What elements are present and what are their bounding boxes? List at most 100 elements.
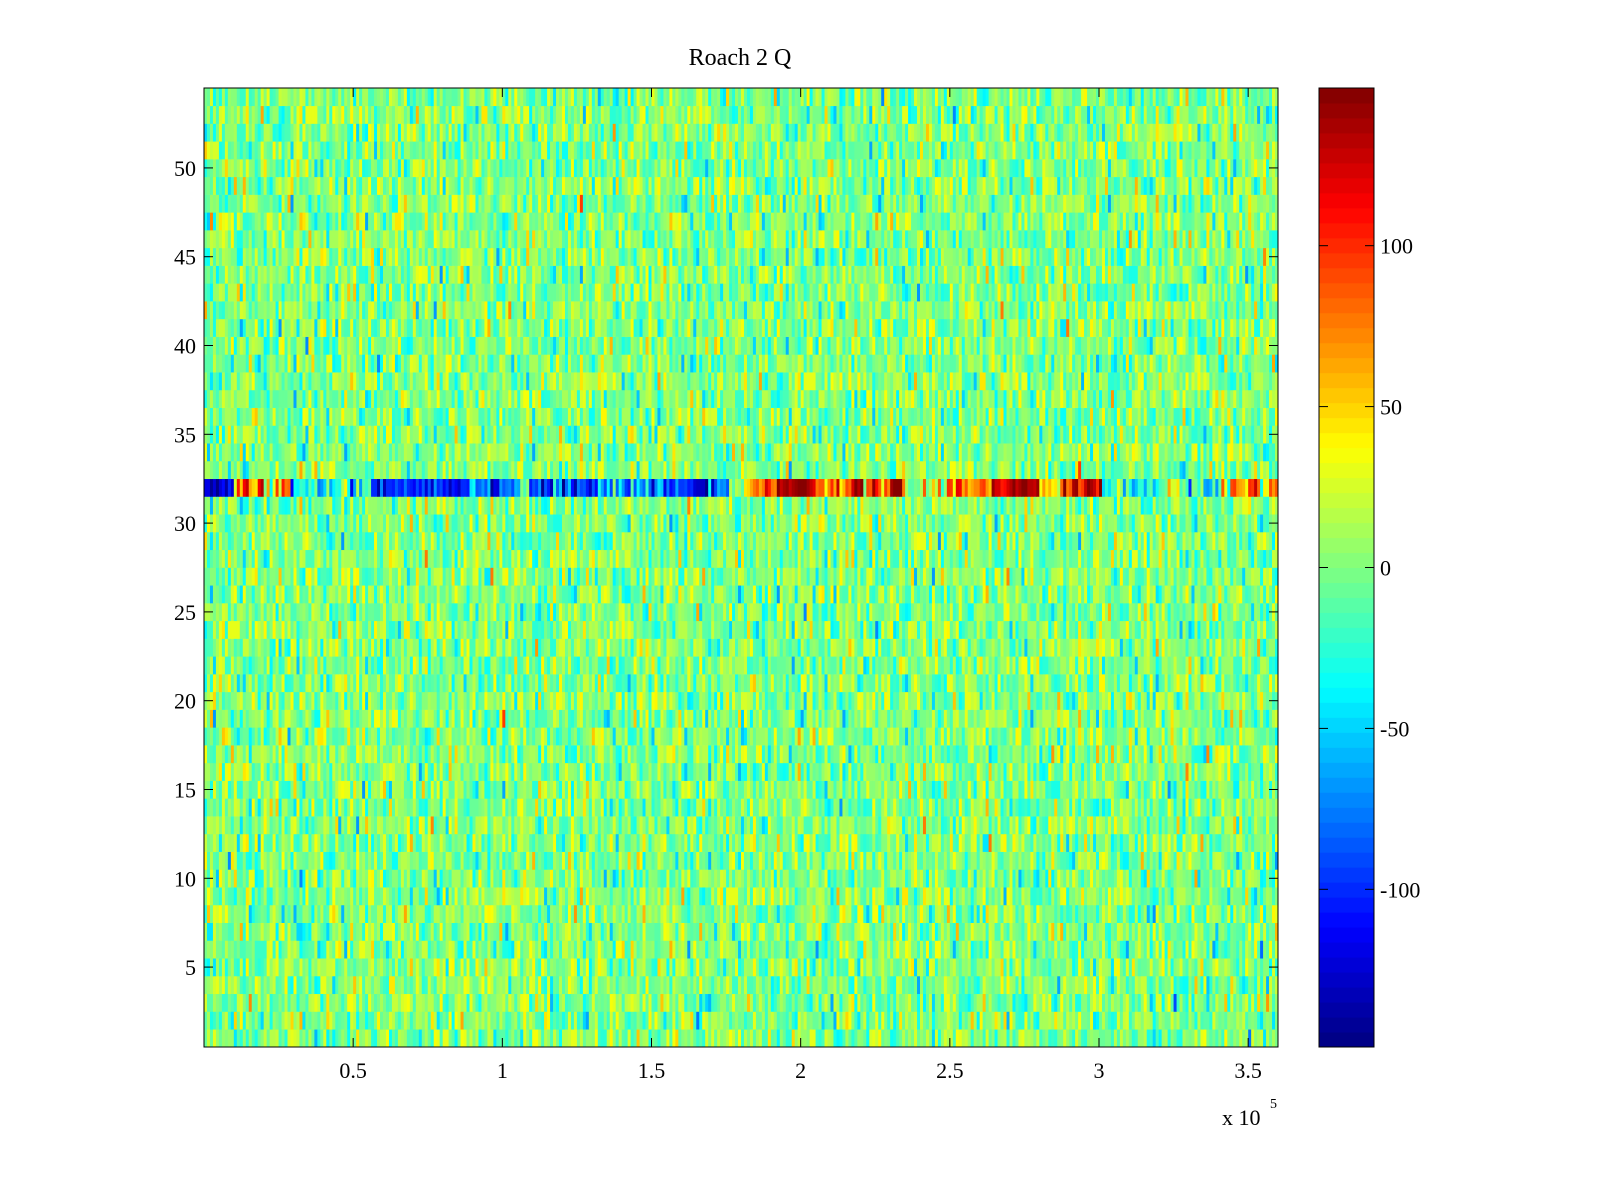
heatmap-cell (961, 958, 966, 977)
heatmap-cell (365, 940, 369, 959)
heatmap-cell (717, 869, 721, 888)
heatmap-cell (940, 833, 945, 852)
heatmap-cell (755, 958, 760, 977)
heatmap-cell (1134, 904, 1139, 923)
heatmap-cell (1063, 958, 1067, 977)
heatmap-cell (872, 851, 876, 870)
heatmap-cell (830, 869, 834, 888)
heatmap-cell (499, 904, 503, 923)
heatmap-cell (735, 851, 739, 870)
heatmap-cell (985, 904, 990, 923)
heatmap-cell (436, 993, 441, 1012)
heatmap-cell (761, 958, 766, 977)
heatmap-cell (732, 1029, 736, 1048)
heatmap-cell (1146, 922, 1151, 941)
heatmap-cell (227, 816, 232, 835)
heatmap-cell (705, 833, 709, 852)
heatmap-cell (1110, 887, 1115, 906)
heatmap-cell (520, 816, 524, 835)
heatmap-cell (1146, 940, 1151, 959)
heatmap-cell (794, 1029, 799, 1048)
heatmap-cell (362, 940, 366, 959)
heatmap-cell (752, 887, 757, 906)
heatmap-cell (1119, 833, 1124, 852)
heatmap-cell (224, 993, 229, 1012)
heatmap-cell (657, 958, 661, 977)
heatmap-cell (341, 1029, 345, 1048)
heatmap-cell (1099, 887, 1103, 906)
heatmap-cell (1003, 993, 1007, 1012)
heatmap-cell (397, 887, 402, 906)
heatmap-cell (341, 851, 345, 870)
heatmap-cell (1236, 887, 1240, 906)
heatmap-cell (457, 869, 461, 888)
heatmap-cell (218, 869, 223, 888)
heatmap-cell (630, 851, 634, 870)
heatmap-cell (806, 1011, 811, 1030)
heatmap-cell (1081, 922, 1085, 941)
heatmap-cell (1236, 958, 1240, 977)
heatmap-cell (827, 1029, 831, 1048)
heatmap-cell (860, 851, 864, 870)
heatmap-cell (290, 887, 294, 906)
heatmap-cell (427, 1029, 432, 1048)
heatmap-cell (702, 940, 706, 959)
heatmap-cell (979, 851, 984, 870)
heatmap-cell (538, 1029, 542, 1048)
heatmap-cell (415, 940, 420, 959)
heatmap-cell (764, 922, 769, 941)
heatmap-cell (800, 958, 805, 977)
heatmap-cell (535, 958, 539, 977)
heatmap-cell (848, 1029, 852, 1048)
heatmap-cell (1188, 904, 1192, 923)
heatmap-cell (538, 958, 542, 977)
heatmap-cell (1057, 816, 1061, 835)
heatmap-cell (1090, 904, 1094, 923)
heatmap-cell (770, 958, 775, 977)
heatmap-cell (952, 851, 957, 870)
heatmap-cell (729, 940, 733, 959)
heatmap-cell (1227, 958, 1231, 977)
heatmap-cell (684, 975, 688, 995)
heatmap-cell (934, 993, 939, 1012)
heatmap-cell (1272, 975, 1276, 995)
heatmap-cell (344, 940, 348, 959)
heatmap-cell (729, 1029, 733, 1048)
heatmap-cell (371, 869, 375, 888)
heatmap-cell (827, 833, 831, 852)
heatmap-cell (550, 851, 554, 870)
heatmap-cell (594, 958, 599, 977)
heatmap-cell (469, 833, 473, 852)
heatmap-cell (761, 798, 766, 817)
heatmap-cell (1158, 887, 1163, 906)
heatmap-cell (397, 798, 402, 817)
heatmap-cell (442, 1029, 447, 1048)
heatmap-cell (1012, 940, 1016, 959)
heatmap-cell (257, 975, 262, 995)
heatmap-cell (487, 1011, 491, 1030)
heatmap-cell (979, 993, 984, 1012)
heatmap-cell (505, 904, 509, 923)
heatmap-cell (702, 1029, 706, 1048)
heatmap-cell (1051, 993, 1055, 1012)
heatmap-cell (746, 798, 751, 817)
heatmap-cell (209, 922, 214, 941)
heatmap-cell (761, 833, 766, 852)
heatmap-cell (511, 940, 515, 959)
heatmap-cell (460, 958, 464, 977)
heatmap-cell (567, 993, 572, 1012)
heatmap-cell (633, 798, 637, 817)
heatmap-cell (212, 922, 217, 941)
heatmap-cell (338, 958, 342, 977)
heatmap-cell (1161, 833, 1166, 852)
heatmap-cell (1096, 887, 1100, 906)
heatmap-cell (430, 904, 435, 923)
heatmap-cell (1021, 922, 1025, 941)
heatmap-cell (236, 940, 241, 959)
heatmap-cell (1152, 851, 1157, 870)
heatmap-cell (529, 958, 533, 977)
heatmap-cell (391, 1011, 396, 1030)
heatmap-cell (717, 1011, 721, 1030)
heatmap-cell (791, 851, 796, 870)
heatmap-cell (788, 869, 793, 888)
